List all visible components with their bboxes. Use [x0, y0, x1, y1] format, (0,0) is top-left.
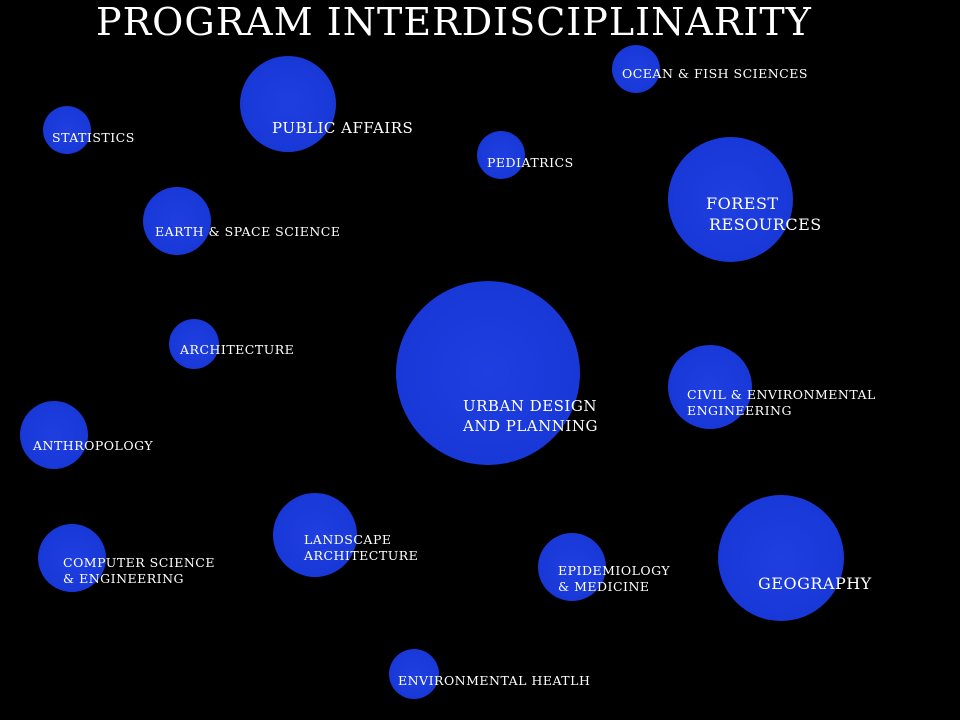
label-line: FOREST — [706, 194, 779, 213]
label-line: AND PLANNING — [463, 417, 598, 435]
bubble-pediatrics — [477, 131, 525, 179]
label-line: LANDSCAPE — [304, 532, 392, 547]
page-title: PROGRAM INTERDISCIPLINARITY — [96, 0, 812, 44]
bubble-urban-design-planning — [396, 281, 580, 465]
label-pediatrics: PEDIATRICS — [487, 155, 574, 171]
bubble-geography — [718, 495, 844, 621]
bubble-computer-science-engineering — [38, 524, 106, 592]
label-line: STATISTICS — [52, 130, 135, 145]
label-public-affairs: PUBLIC AFFAIRS — [272, 118, 413, 138]
label-line: ENGINEERING — [687, 403, 792, 418]
label-epidemiology-medicine: EPIDEMIOLOGY & MEDICINE — [558, 563, 670, 595]
bubble-epidemiology-medicine — [538, 533, 606, 601]
label-line: URBAN DESIGN — [463, 397, 597, 415]
label-forest-resources: FOREST RESOURCES — [706, 193, 822, 235]
label-urban-design-planning: URBAN DESIGN AND PLANNING — [463, 396, 598, 436]
label-line: PUBLIC AFFAIRS — [272, 119, 414, 137]
bubble-ocean-fish-sciences — [612, 45, 660, 93]
label-line: OCEAN & FISH SCIENCES — [622, 66, 808, 81]
bubble-environmental-health — [389, 649, 439, 699]
label-anthropology: ANTHROPOLOGY — [33, 438, 153, 454]
label-line: ARCHITECTURE — [180, 342, 295, 357]
label-earth-space-science: EARTH & SPACE SCIENCE — [155, 224, 341, 240]
label-architecture: ARCHITECTURE — [180, 342, 294, 358]
label-civil-environmental-engineering: CIVIL & ENVIRONMENTAL ENGINEERING — [687, 387, 876, 419]
label-line: COMPUTER SCIENCE — [63, 555, 216, 570]
label-line: EARTH & SPACE SCIENCE — [155, 224, 341, 239]
label-line: & ENGINEERING — [63, 571, 185, 586]
label-line: CIVIL & ENVIRONMENTAL — [687, 387, 876, 402]
label-statistics: STATISTICS — [52, 130, 135, 146]
label-line: ANTHROPOLOGY — [33, 438, 154, 453]
bubble-anthropology — [20, 401, 88, 469]
label-computer-science-engineering: COMPUTER SCIENCE & ENGINEERING — [63, 555, 215, 587]
label-line: ARCHITECTURE — [304, 548, 419, 563]
label-line: RESOURCES — [709, 215, 822, 234]
bubble-public-affairs — [240, 56, 336, 152]
label-ocean-fish-sciences: OCEAN & FISH SCIENCES — [622, 66, 808, 82]
label-line: EPIDEMIOLOGY — [558, 563, 671, 578]
label-line: PEDIATRICS — [487, 155, 574, 170]
bubble-statistics — [43, 106, 91, 154]
bubble-civil-environmental-engineering — [668, 345, 752, 429]
bubble-earth-space-science — [143, 187, 211, 255]
bubble-forest-resources — [668, 137, 793, 262]
bubble-landscape-architecture — [273, 493, 357, 577]
label-landscape-architecture: LANDSCAPE ARCHITECTURE — [304, 532, 418, 564]
bubble-architecture — [169, 319, 219, 369]
label-line: GEOGRAPHY — [758, 574, 872, 593]
label-geography: GEOGRAPHY — [758, 573, 872, 594]
label-line: & MEDICINE — [558, 579, 650, 594]
label-environmental-health: ENVIRONMENTAL HEATLH — [398, 673, 590, 689]
label-line: ENVIRONMENTAL HEATLH — [398, 673, 591, 688]
